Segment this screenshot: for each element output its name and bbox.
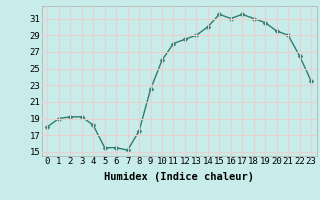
X-axis label: Humidex (Indice chaleur): Humidex (Indice chaleur) [104, 172, 254, 182]
